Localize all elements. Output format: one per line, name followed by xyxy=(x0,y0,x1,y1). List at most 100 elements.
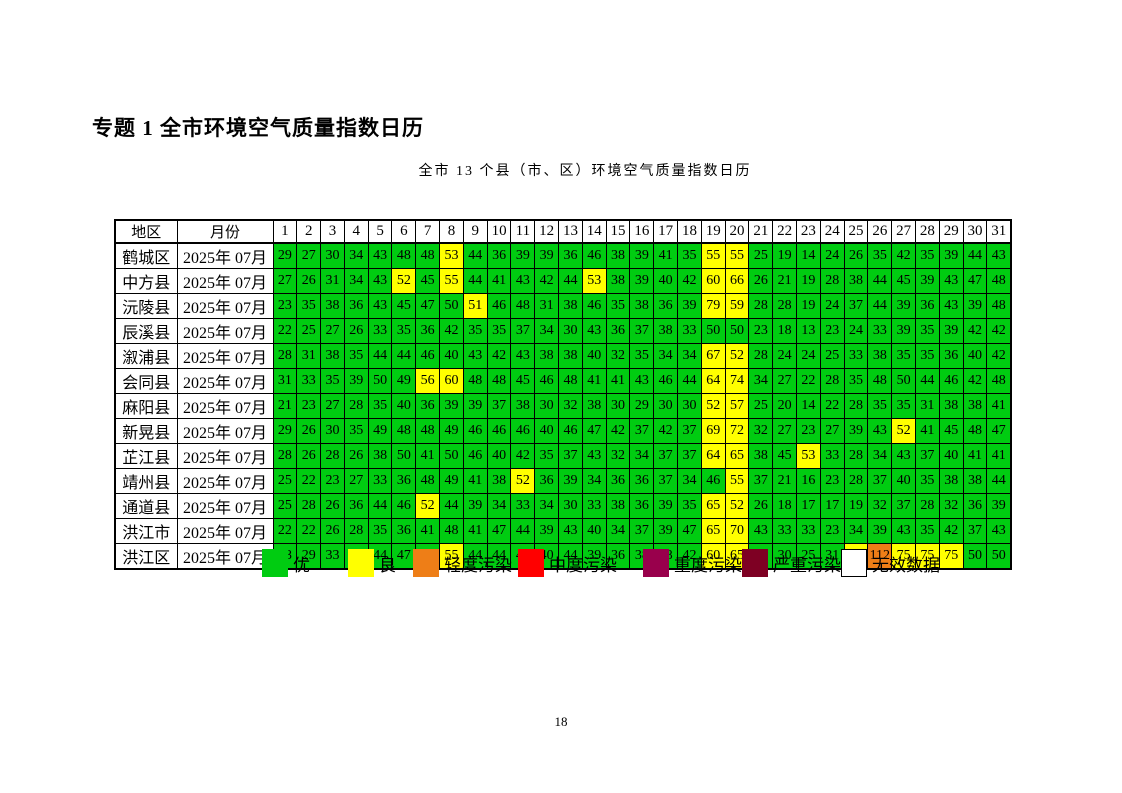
aqi-cell: 28 xyxy=(296,493,322,519)
aqi-cell: 46 xyxy=(510,418,536,444)
aqi-cell: 37 xyxy=(677,418,702,444)
aqi-cell: 49 xyxy=(439,418,464,444)
aqi-cell: 39 xyxy=(534,518,560,544)
aqi-cell: 38 xyxy=(510,393,536,419)
aqi-cell: 44 xyxy=(439,493,464,519)
aqi-cell: 38 xyxy=(629,293,655,319)
aqi-cell: 46 xyxy=(558,418,583,444)
aqi-cell: 48 xyxy=(962,418,988,444)
aqi-cell: 14 xyxy=(796,393,821,419)
aqi-cell: 33 xyxy=(510,493,536,519)
aqi-cell: 52 xyxy=(724,343,750,369)
aqi-cell: 39 xyxy=(843,418,869,444)
aqi-cell: 36 xyxy=(938,343,964,369)
aqi-cell: 28 xyxy=(320,443,345,469)
aqi-cell: 34 xyxy=(677,468,702,494)
month-cell: 2025年 07月 xyxy=(176,518,274,544)
aqi-cell: 35 xyxy=(915,343,940,369)
aqi-cell: 38 xyxy=(653,318,679,344)
aqi-cell: 40 xyxy=(391,393,417,419)
aqi-cell: 40 xyxy=(938,443,964,469)
aqi-cell: 38 xyxy=(534,343,560,369)
day-header: 12 xyxy=(534,219,560,244)
aqi-cell: 38 xyxy=(605,493,631,519)
aqi-cell: 22 xyxy=(272,518,298,544)
aqi-cell: 31 xyxy=(320,268,345,294)
aqi-cell: 38 xyxy=(605,268,631,294)
day-header: 19 xyxy=(700,219,726,244)
aqi-cell: 35 xyxy=(915,468,940,494)
aqi-cell: 16 xyxy=(796,468,821,494)
aqi-cell: 42 xyxy=(510,443,536,469)
aqi-cell: 43 xyxy=(367,242,393,269)
day-header: 20 xyxy=(724,219,750,244)
aqi-cell: 21 xyxy=(272,393,298,419)
aqi-cell: 34 xyxy=(534,318,560,344)
aqi-cell: 28 xyxy=(843,468,869,494)
aqi-cell: 44 xyxy=(462,242,488,269)
aqi-cell: 53 xyxy=(581,268,607,294)
aqi-cell: 28 xyxy=(772,293,798,319)
aqi-cell: 40 xyxy=(439,343,464,369)
region-name-cell: 新晃县 xyxy=(114,418,178,444)
region-name-cell: 洪江市 xyxy=(114,518,178,544)
aqi-cell: 24 xyxy=(819,242,845,269)
aqi-cell: 38 xyxy=(320,293,345,319)
aqi-cell: 41 xyxy=(986,443,1012,469)
aqi-cell: 37 xyxy=(510,318,536,344)
aqi-cell: 34 xyxy=(534,493,560,519)
aqi-cell: 39 xyxy=(558,468,583,494)
region-name-cell: 通道县 xyxy=(114,493,178,519)
aqi-cell: 29 xyxy=(629,393,655,419)
aqi-cell: 43 xyxy=(367,293,393,319)
aqi-cell: 40 xyxy=(486,443,512,469)
aqi-cell: 33 xyxy=(296,368,322,394)
legend-label: 良 xyxy=(379,555,396,575)
aqi-cell: 30 xyxy=(677,393,702,419)
aqi-cell: 55 xyxy=(724,468,750,494)
aqi-cell: 41 xyxy=(486,268,512,294)
aqi-cell: 50 xyxy=(891,368,917,394)
legend-swatch xyxy=(643,549,669,577)
aqi-cell: 69 xyxy=(700,418,726,444)
month-cell: 2025年 07月 xyxy=(176,268,274,294)
aqi-cell: 26 xyxy=(748,268,774,294)
aqi-cell: 50 xyxy=(367,368,393,394)
aqi-cell: 19 xyxy=(796,268,821,294)
aqi-cell: 36 xyxy=(653,293,679,319)
aqi-cell: 24 xyxy=(796,343,821,369)
aqi-cell: 22 xyxy=(272,318,298,344)
day-header: 9 xyxy=(462,219,488,244)
aqi-cell: 27 xyxy=(320,393,345,419)
aqi-cell: 48 xyxy=(391,418,417,444)
aqi-cell: 39 xyxy=(629,242,655,269)
aqi-cell: 40 xyxy=(581,518,607,544)
aqi-cell: 35 xyxy=(605,293,631,319)
aqi-cell: 41 xyxy=(462,468,488,494)
aqi-cell: 64 xyxy=(700,368,726,394)
aqi-cell: 36 xyxy=(486,242,512,269)
aqi-cell: 25 xyxy=(272,493,298,519)
aqi-cell: 43 xyxy=(367,268,393,294)
aqi-cell: 42 xyxy=(986,318,1012,344)
aqi-cell: 33 xyxy=(320,543,345,570)
aqi-cell: 43 xyxy=(581,443,607,469)
day-header: 5 xyxy=(367,219,393,244)
aqi-cell: 22 xyxy=(796,368,821,394)
aqi-cell: 30 xyxy=(558,493,583,519)
aqi-cell: 37 xyxy=(558,443,583,469)
aqi-cell: 38 xyxy=(320,343,345,369)
aqi-cell: 55 xyxy=(439,543,464,570)
day-header: 10 xyxy=(486,219,512,244)
aqi-cell: 48 xyxy=(462,368,488,394)
aqi-cell: 34 xyxy=(677,343,702,369)
aqi-cell: 37 xyxy=(486,393,512,419)
aqi-cell: 28 xyxy=(343,393,369,419)
aqi-cell: 43 xyxy=(986,518,1012,544)
aqi-cell: 38 xyxy=(581,393,607,419)
aqi-cell: 39 xyxy=(986,493,1012,519)
month-cell: 2025年 07月 xyxy=(176,468,274,494)
aqi-cell: 42 xyxy=(677,543,702,570)
aqi-cell: 39 xyxy=(915,268,940,294)
day-header: 11 xyxy=(510,219,536,244)
